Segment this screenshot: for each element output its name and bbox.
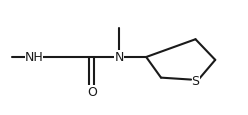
- Text: O: O: [87, 86, 97, 99]
- Text: NH: NH: [25, 50, 43, 63]
- Text: N: N: [114, 50, 124, 63]
- Text: S: S: [191, 74, 200, 87]
